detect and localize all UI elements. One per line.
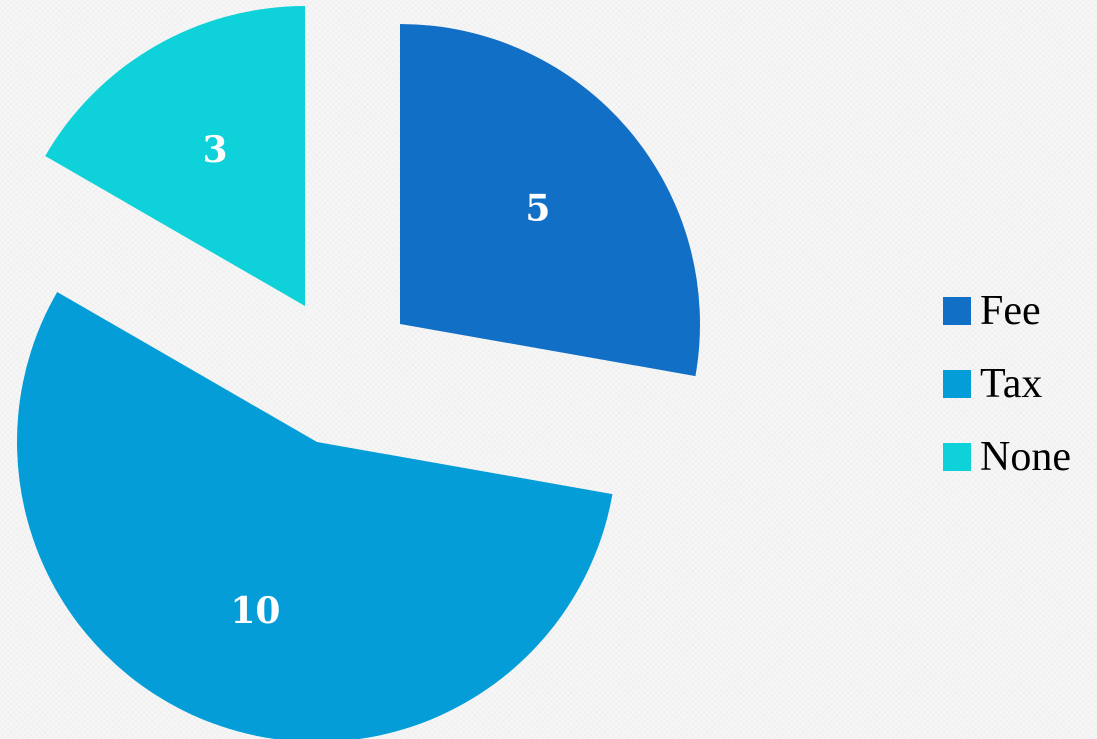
legend-label-fee: Fee (980, 287, 1041, 334)
legend-swatch-tax (943, 369, 971, 398)
data-label-none: 3 (202, 129, 227, 171)
legend-swatch-none (943, 442, 971, 471)
legend-item-fee: Fee (943, 274, 1071, 347)
legend-label-none: None (980, 433, 1071, 480)
legend-swatch-fee (943, 296, 971, 325)
data-label-fee: 5 (525, 187, 550, 229)
legend-item-tax: Tax (943, 347, 1071, 420)
pie-slice-tax (16, 292, 613, 739)
slices-layer (16, 6, 700, 739)
data-labels-layer: 5 10 3 (202, 129, 550, 632)
legend-item-none: None (943, 420, 1071, 493)
pie-slice-fee (400, 24, 700, 377)
pie-slice-none (45, 6, 305, 306)
legend: Fee Tax None (943, 274, 1071, 493)
data-label-tax: 10 (230, 590, 280, 632)
legend-label-tax: Tax (980, 360, 1043, 407)
